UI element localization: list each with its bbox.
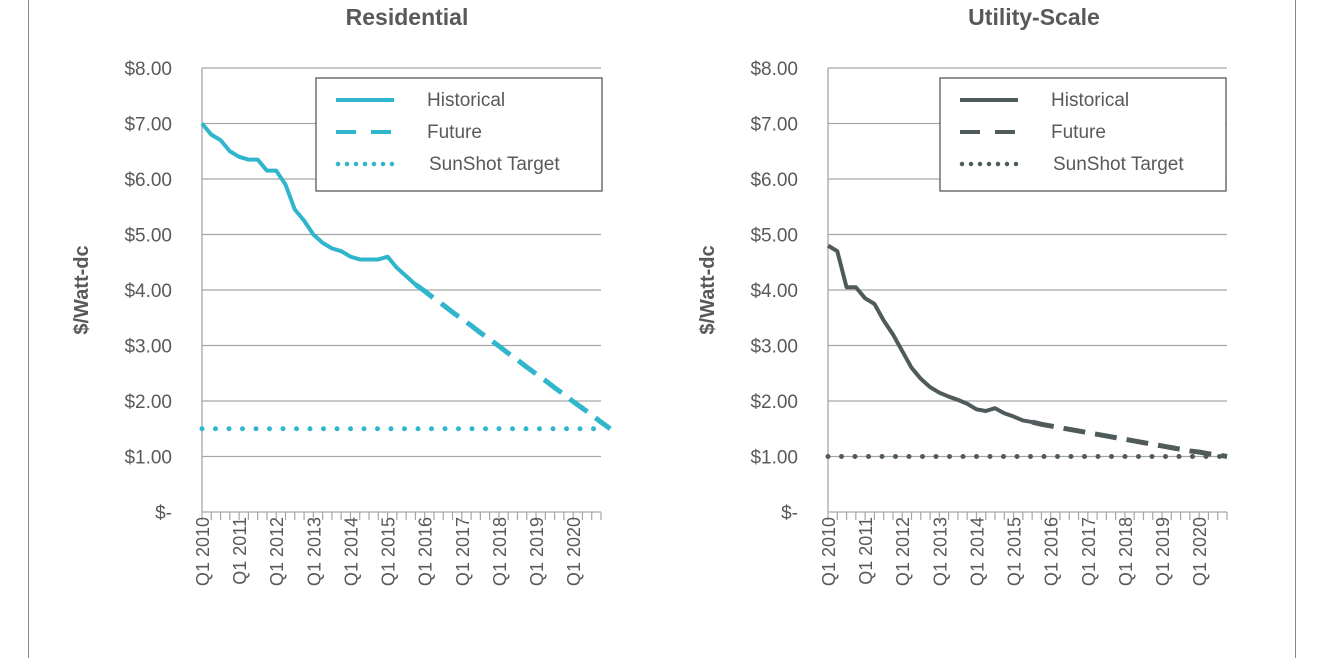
y-tick-label: $3.00 <box>124 337 172 358</box>
x-tick-label: Q1 2020 <box>564 517 584 586</box>
legend-label: SunShot Target <box>1053 154 1184 175</box>
y-tick-label: $6.00 <box>750 170 798 191</box>
y-tick-label: $1.00 <box>124 448 172 469</box>
y-tick-label: $8.00 <box>124 59 172 80</box>
chart-title: Residential <box>346 4 469 30</box>
legend: Historical Future SunShot Target <box>315 77 603 192</box>
x-tick-label: Q1 2016 <box>416 517 436 586</box>
y-axis-label: $/Watt-dc <box>71 245 93 334</box>
x-tick-label: Q1 2010 <box>193 517 213 586</box>
y-tick-label: $1.00 <box>750 448 798 469</box>
y-tick-label: $3.00 <box>750 337 798 358</box>
y-axis-label: $/Watt-dc <box>697 245 719 334</box>
legend: Historical Future SunShot Target <box>939 77 1227 192</box>
series-historical <box>826 243 1033 425</box>
legend-label: Future <box>1051 122 1106 143</box>
y-tick-label: $6.00 <box>124 170 172 191</box>
x-tick-label: Q1 2010 <box>819 517 839 586</box>
y-tick-label: $7.00 <box>750 115 798 136</box>
y-tick-label: $5.00 <box>124 226 172 247</box>
series-future <box>1031 419 1228 459</box>
x-tick-label: Q1 2015 <box>379 517 399 586</box>
series-historical <box>200 122 417 286</box>
legend-label: Future <box>427 122 482 143</box>
x-tick-label: Q1 2020 <box>1190 517 1210 586</box>
y-tick-label: $8.00 <box>750 59 798 80</box>
y-tick-label: $2.00 <box>750 392 798 413</box>
chart-title: Utility-Scale <box>968 4 1100 30</box>
x-tick-label: Q1 2017 <box>1079 517 1099 586</box>
legend-box <box>939 77 1227 192</box>
legend-box <box>315 77 603 192</box>
x-tick-label: Q1 2011 <box>230 517 250 585</box>
y-tick-label: $2.00 <box>124 392 172 413</box>
x-tick-label: Q1 2017 <box>453 517 473 586</box>
y-tick-label: $- <box>155 503 172 524</box>
x-tick-label: Q1 2015 <box>1005 517 1025 586</box>
y-tick-label: $7.00 <box>124 115 172 136</box>
y-tick-label: $4.00 <box>750 281 798 302</box>
chart-1: Utility-Scale $/Watt-dc $- $1.00 $2.00 $3.00 $… <box>697 4 1230 586</box>
x-tick-label: Q1 2016 <box>1042 517 1062 586</box>
legend-label: Historical <box>427 90 505 111</box>
x-tick-label: Q1 2012 <box>893 517 913 586</box>
x-tick-label: Q1 2018 <box>490 517 510 586</box>
x-tick-label: Q1 2018 <box>1116 517 1136 586</box>
x-tick-label: Q1 2019 <box>1153 517 1173 586</box>
series-future <box>413 282 612 431</box>
legend-label: SunShot Target <box>429 154 560 175</box>
x-tick-label: Q1 2011 <box>856 517 876 585</box>
figure-frame <box>28 0 1296 658</box>
x-tick-label: Q1 2013 <box>930 517 950 586</box>
y-tick-label: $5.00 <box>750 226 798 247</box>
chart-0: Residential $/Watt-dc $- $1.00 $2.00 $3.00 $4.… <box>71 4 612 586</box>
y-tick-label: $4.00 <box>124 281 172 302</box>
x-tick-label: Q1 2019 <box>527 517 547 586</box>
y-tick-label: $- <box>781 503 798 524</box>
x-tick-label: Q1 2014 <box>341 517 361 586</box>
x-tick-label: Q1 2013 <box>304 517 324 586</box>
x-tick-label: Q1 2012 <box>267 517 287 586</box>
legend-label: Historical <box>1051 90 1129 111</box>
x-tick-label: Q1 2014 <box>967 517 987 586</box>
